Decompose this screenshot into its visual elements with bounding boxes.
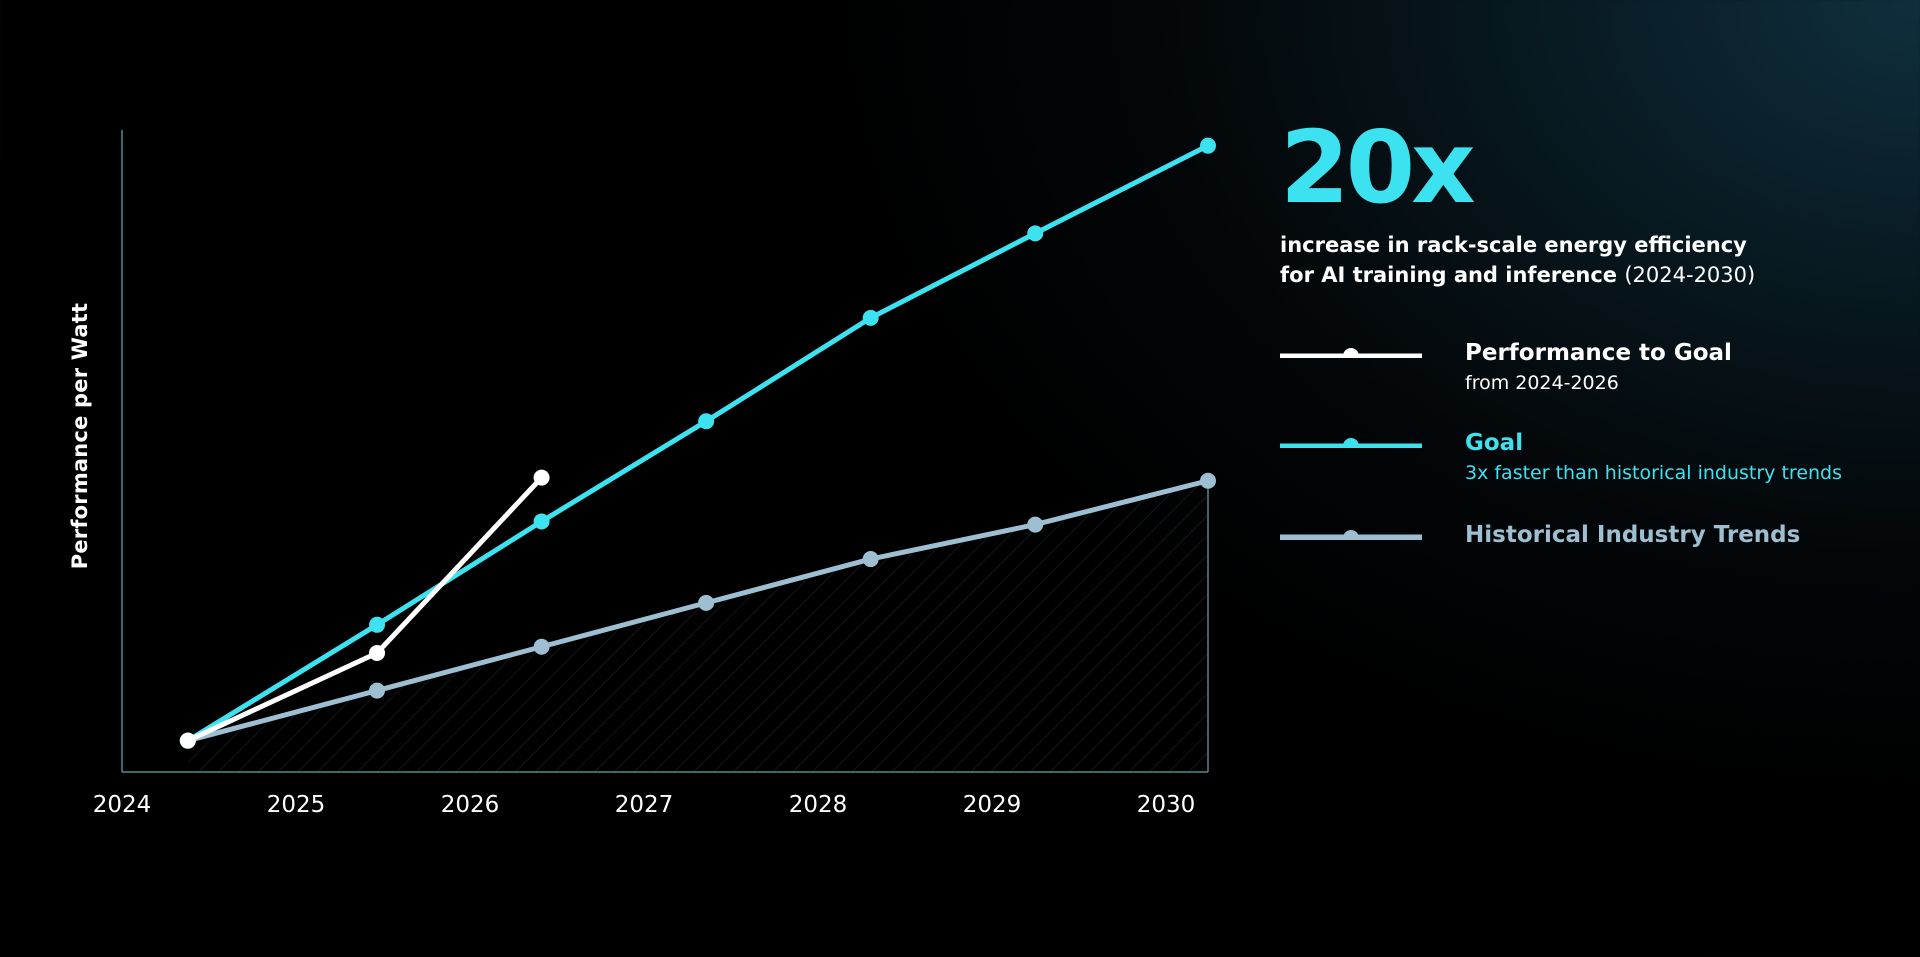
data-point-performance-to-goal-2 [533,469,550,486]
legend-swatch-goal [1280,438,1422,448]
y-axis-label: Performance per Watt [68,302,92,570]
data-point-historical-industry-trends-1 [369,682,386,699]
data-point-performance-to-goal-1 [369,644,386,661]
legend-subtitle: 3x faster than historical industry trend… [1465,462,1843,484]
data-point-historical-industry-trends-4 [862,551,879,568]
headline-subtitle-line1: increase in rack-scale energy efficiency [1280,233,1747,257]
data-point-historical-industry-trends-6 [1200,472,1216,489]
data-point-goal-6 [1200,137,1216,154]
x-tick-label-2027: 2027 [615,792,674,818]
legend-text-historical-industry-trends: Historical Industry Trends [1465,520,1800,550]
legend-title: Historical Industry Trends [1465,522,1801,548]
legend-swatch-marker [1343,438,1359,448]
legend-title: Performance to Goal [1465,340,1732,366]
headline-subtitle: increase in rack-scale energy efficiency… [1280,230,1900,290]
legend-swatch-historical [1280,530,1422,540]
headline-value: 20x [1280,109,1476,226]
x-tick-label-2025: 2025 [267,792,326,818]
legend-swatch-marker [1343,348,1359,358]
headline: 20x increase in rack-scale energy effici… [1280,118,1900,290]
legend-text-goal: Goal 3x faster than historical industry … [1465,428,1842,487]
data-point-goal-3 [698,413,715,430]
headline-subtitle-line2-text: for AI training and inference [1280,263,1618,287]
legend-subtitle: from 2024-2026 [1465,372,1619,394]
data-point-goal-2 [533,513,550,530]
legend-title: Goal [1465,430,1524,456]
headline-subtitle-line2: for AI training and inference (2024-2030… [1280,260,1900,290]
x-tick-label-2028: 2028 [789,792,848,818]
x-tick-label-2030: 2030 [1137,792,1196,818]
data-point-goal-1 [369,616,386,633]
data-point-goal-4 [862,309,879,326]
data-point-historical-industry-trends-5 [1027,516,1044,533]
x-tick-label-2026: 2026 [441,792,500,818]
historical-area-fill [187,480,1208,772]
data-point-historical-industry-trends-2 [533,638,550,655]
legend-swatch-marker [1343,530,1359,540]
x-tick-label-2029: 2029 [963,792,1022,818]
data-point-historical-industry-trends-3 [698,594,715,611]
data-point-performance-to-goal-0 [179,732,196,749]
legend-text-performance-to-goal: Performance to Goal from 2024-2026 [1465,338,1732,397]
data-point-goal-5 [1027,225,1044,242]
x-tick-label-2024: 2024 [93,792,152,818]
headline-subtitle-years: (2024-2030) [1624,263,1756,287]
legend-swatch-performance-to-goal [1280,348,1422,358]
